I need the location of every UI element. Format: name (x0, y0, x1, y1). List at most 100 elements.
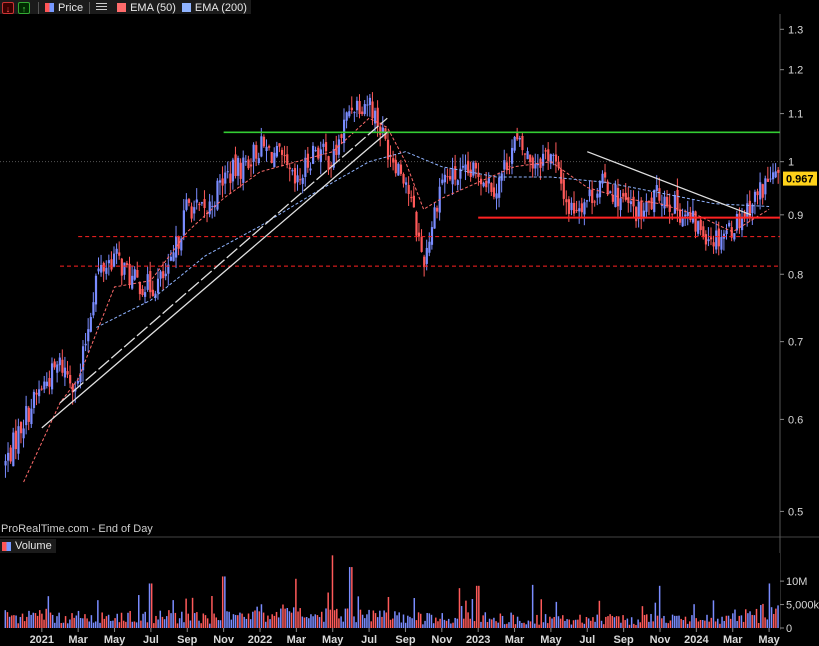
volume-bar (185, 598, 187, 628)
volume-bar (413, 598, 416, 628)
candle-body (611, 194, 614, 202)
candle-body (394, 159, 397, 174)
volume-bar (56, 616, 58, 628)
candle-body (159, 271, 162, 279)
candle-body (712, 242, 715, 247)
candle-body (624, 192, 627, 200)
candle-body (743, 213, 746, 217)
candle-body (655, 185, 658, 191)
candle-body (30, 408, 33, 425)
x-tick-label: May (540, 634, 562, 646)
candle-body (443, 174, 446, 183)
volume-bar (497, 622, 499, 628)
candle-body (144, 292, 147, 297)
volume-bar (383, 610, 385, 628)
volume-bar (484, 612, 487, 628)
candle-body (355, 100, 359, 111)
list-icon[interactable] (96, 3, 108, 12)
volume-bar (54, 622, 56, 628)
volume-bar (273, 615, 276, 628)
volume-bar (320, 611, 323, 628)
candle-body (415, 211, 418, 236)
x-tick-label: May (322, 634, 344, 646)
volume-bar (411, 618, 413, 628)
ema200-legend-label[interactable]: EMA (200) (194, 1, 247, 14)
volume-bar (66, 623, 69, 628)
volume-bar (163, 619, 166, 628)
volume-bar (318, 617, 321, 628)
upload-green-icon[interactable]: ↑ (18, 1, 30, 14)
price-legend-label[interactable]: Price (58, 1, 84, 14)
candle-body (425, 247, 428, 264)
volume-bar (686, 623, 689, 628)
volume-bar (465, 600, 467, 628)
volume-bar (445, 620, 448, 628)
volume-bar (667, 623, 670, 628)
volume-bar (432, 623, 435, 628)
volume-bar (648, 621, 650, 628)
candle-body (198, 203, 201, 206)
candle-body (691, 210, 695, 223)
candle-body (167, 264, 170, 274)
y-tick-label: 0.7 (788, 337, 803, 349)
volume-bar (409, 616, 411, 628)
candle-body (420, 236, 423, 252)
candle-body (146, 274, 149, 290)
candle-body (746, 203, 749, 218)
ema50-legend-label[interactable]: EMA (50) (130, 1, 176, 14)
volume-bar (564, 620, 566, 628)
candle-body (759, 182, 762, 200)
volume-bar (611, 615, 614, 628)
candle-body (549, 154, 552, 164)
volume-bar (630, 617, 633, 628)
candle-body (704, 234, 708, 245)
candle-body (521, 135, 524, 151)
volume-bar (755, 608, 758, 628)
candle-body (187, 199, 191, 203)
candle-body (570, 202, 573, 211)
candle-body (733, 233, 736, 240)
volume-bar (346, 608, 349, 628)
candle-body (715, 230, 718, 250)
candle-body (673, 194, 677, 214)
volume-bar (583, 623, 586, 628)
volume-bar (538, 624, 540, 628)
volume-bar (450, 623, 452, 628)
volume-bar (11, 615, 13, 628)
candle-body (645, 201, 648, 212)
volume-bar (514, 624, 517, 628)
candle-body (647, 200, 651, 203)
volume-bar (693, 604, 695, 628)
volume-bar (697, 621, 700, 628)
candle-body (38, 389, 41, 397)
volume-bar (661, 618, 663, 628)
volume-bar (594, 621, 596, 628)
volume-bar (364, 618, 366, 628)
candle-body (265, 146, 268, 152)
candle-body (164, 273, 167, 277)
candle-body (340, 134, 343, 139)
volume-bar (215, 617, 217, 628)
candle-body (578, 208, 581, 212)
volume-bar (555, 601, 558, 628)
candle-body (627, 197, 630, 203)
candle-body (257, 158, 260, 164)
download-red-icon[interactable]: ↓ (2, 1, 14, 14)
volume-bar (206, 618, 209, 628)
volume-bar (374, 613, 377, 628)
volume-bar (49, 612, 52, 628)
x-tick-label: May (758, 634, 780, 646)
uptrend-line-lower (41, 131, 388, 429)
volume-bar (260, 604, 263, 628)
volume-bar (708, 621, 710, 628)
volume-bar (71, 613, 73, 628)
candle-body (40, 388, 43, 390)
candle-body (58, 357, 61, 366)
volume-bar (671, 614, 674, 628)
volume-bar (506, 623, 508, 628)
candle-body (162, 271, 165, 279)
candle-body (63, 367, 67, 378)
volume-bar (353, 616, 355, 628)
chart-legend: ↓ ↑ Price EMA (50) EMA (200) (0, 0, 251, 15)
